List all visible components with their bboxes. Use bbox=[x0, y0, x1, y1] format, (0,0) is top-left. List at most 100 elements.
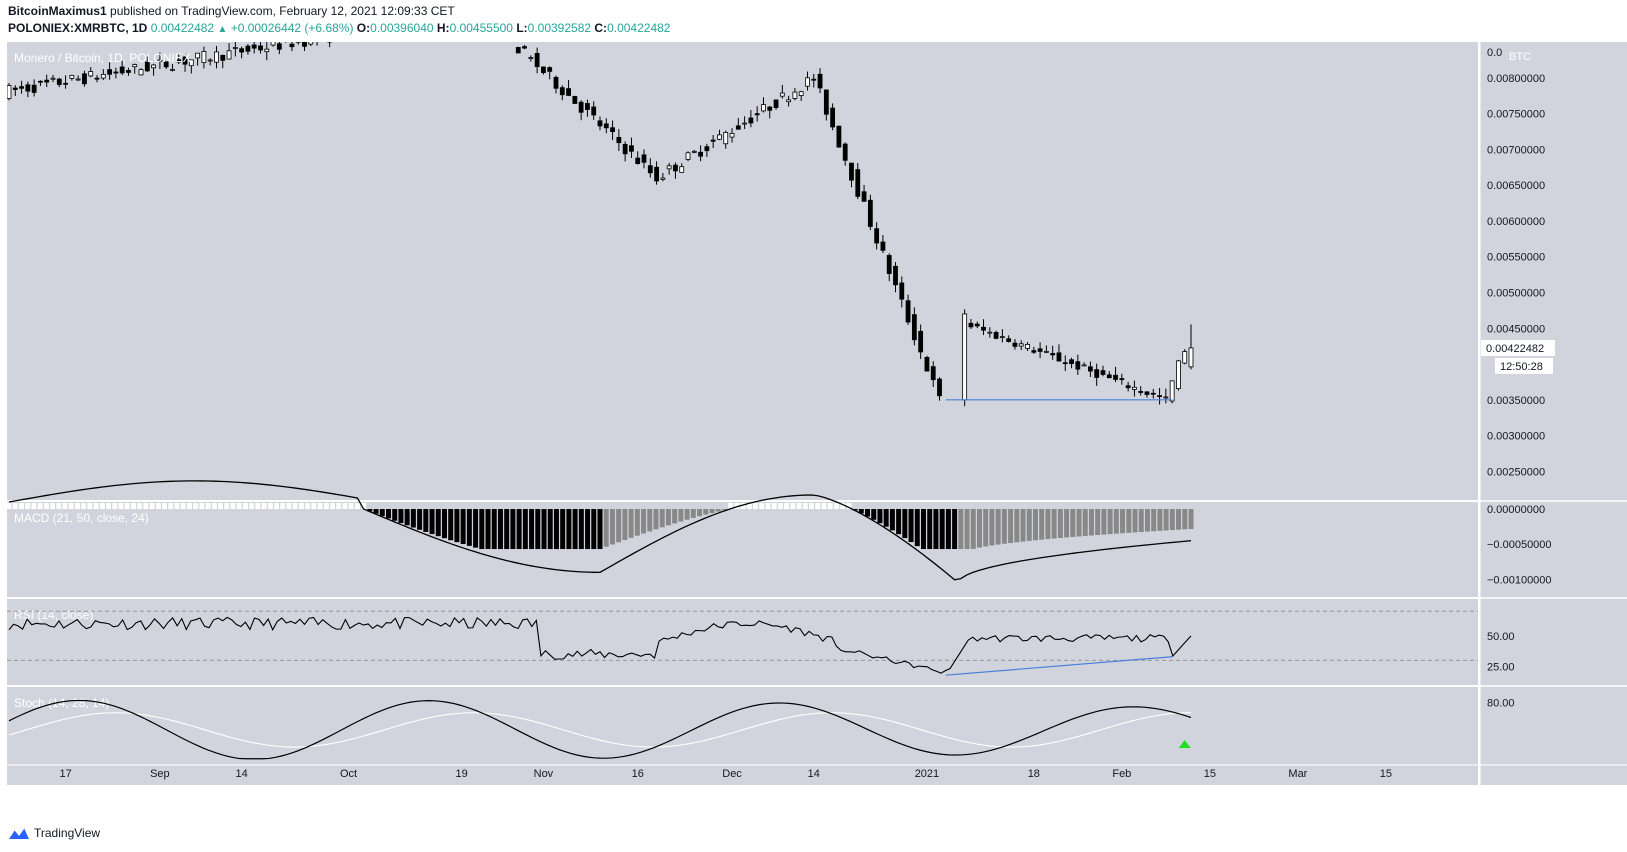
macd-histogram-bar bbox=[833, 503, 839, 510]
candle-down bbox=[861, 191, 867, 202]
candle-up bbox=[666, 165, 672, 170]
time-axis-label: 14 bbox=[236, 768, 248, 780]
candle-down bbox=[220, 54, 226, 61]
macd-histogram-bar bbox=[435, 509, 441, 537]
macd-histogram-bar bbox=[417, 509, 423, 530]
macd-histogram-bar bbox=[448, 509, 454, 541]
tradingview-brand[interactable]: TradingView bbox=[8, 826, 100, 840]
macd-histogram-bar bbox=[945, 509, 951, 550]
candle-down bbox=[553, 76, 559, 89]
author-name[interactable]: BitcoinMaximus1 bbox=[8, 4, 107, 18]
macd-histogram-bar bbox=[1157, 509, 1163, 531]
publish-info: BitcoinMaximus1 published on TradingView… bbox=[8, 4, 455, 18]
candle-down bbox=[905, 300, 911, 323]
macd-histogram-bar bbox=[858, 509, 864, 514]
candle-down bbox=[647, 165, 653, 174]
time-axis-label: 15 bbox=[1204, 768, 1216, 780]
price-axis-label: 0.00250000 bbox=[1487, 466, 1545, 478]
macd-histogram-bar bbox=[1057, 509, 1063, 538]
macd-histogram-bar bbox=[18, 503, 24, 510]
candle-up bbox=[717, 134, 722, 140]
rsi-pane-title: RSI (14, close) bbox=[14, 608, 93, 622]
macd-histogram-bar bbox=[1064, 509, 1070, 538]
macd-histogram-bar bbox=[572, 509, 578, 550]
candle-down bbox=[176, 59, 182, 63]
macd-histogram-bar bbox=[441, 509, 447, 539]
macd-histogram-bar bbox=[777, 503, 783, 510]
candle-up bbox=[308, 42, 314, 45]
candle-up bbox=[987, 331, 993, 334]
macd-histogram-bar bbox=[1132, 509, 1138, 533]
macd-histogram-bar bbox=[647, 509, 653, 532]
last-price-label: 0.00422482 bbox=[1486, 343, 1544, 355]
rsi-axis-label: 25.00 bbox=[1487, 662, 1515, 674]
price-axis-label: 0.00750000 bbox=[1487, 109, 1545, 121]
macd-histogram-bar bbox=[597, 509, 603, 550]
last-price: 0.00422482 bbox=[150, 21, 215, 35]
macd-histogram-bar bbox=[771, 503, 777, 510]
macd-histogram-bar bbox=[1138, 509, 1144, 533]
macd-histogram-bar bbox=[274, 503, 280, 510]
macd-histogram-bar bbox=[124, 503, 130, 510]
macd-histogram-bar bbox=[852, 509, 858, 511]
macd-histogram-bar bbox=[249, 503, 255, 510]
low-value: 0.00392582 bbox=[527, 21, 592, 35]
candle-down bbox=[616, 136, 622, 144]
candle-down bbox=[874, 228, 880, 244]
candle-down bbox=[849, 162, 854, 181]
candle-down bbox=[641, 154, 647, 163]
macd-histogram-bar bbox=[62, 503, 68, 510]
price-axis-label: 0.00600000 bbox=[1487, 216, 1545, 228]
candle-down bbox=[119, 66, 125, 74]
macd-histogram-bar bbox=[398, 509, 404, 524]
macd-histogram-bar bbox=[460, 509, 466, 545]
macd-histogram-bar bbox=[603, 509, 609, 547]
candle-up bbox=[805, 77, 810, 87]
macd-histogram-bar bbox=[168, 503, 174, 510]
macd-histogram-bar bbox=[840, 503, 846, 510]
candle-up bbox=[1188, 347, 1194, 368]
high-value: 0.00455500 bbox=[449, 21, 513, 35]
macd-histogram-bar bbox=[877, 509, 883, 524]
candle-up bbox=[69, 74, 75, 79]
candle-down bbox=[629, 145, 634, 152]
macd-histogram-bar bbox=[728, 503, 734, 510]
candle-down bbox=[974, 323, 980, 327]
macd-histogram-bar bbox=[1101, 509, 1107, 535]
macd-histogram-bar bbox=[497, 509, 503, 550]
candle-down bbox=[748, 117, 754, 124]
candle-down bbox=[1031, 350, 1037, 353]
candle-up bbox=[1163, 396, 1169, 399]
macd-histogram-bar bbox=[118, 503, 124, 510]
macd-histogram-bar bbox=[678, 509, 684, 522]
candle-up bbox=[207, 59, 213, 62]
candle-down bbox=[144, 61, 150, 72]
candle-down bbox=[635, 157, 641, 165]
candle-up bbox=[1025, 344, 1030, 349]
candle-up bbox=[321, 32, 325, 34]
macd-histogram-bar bbox=[535, 509, 541, 550]
macd-histogram-bar bbox=[255, 503, 261, 510]
macd-histogram-bar bbox=[87, 503, 93, 510]
macd-histogram-bar bbox=[230, 503, 236, 510]
macd-histogram-bar bbox=[553, 509, 559, 550]
time-axis-label: 18 bbox=[1028, 768, 1040, 780]
candle-down bbox=[1125, 385, 1131, 389]
macd-histogram-bar bbox=[12, 503, 18, 510]
candle-down bbox=[1094, 369, 1100, 378]
macd-histogram-bar bbox=[404, 509, 410, 526]
price-axis-label: 0.00700000 bbox=[1487, 144, 1545, 156]
macd-histogram-bar bbox=[323, 503, 329, 510]
candle-up bbox=[723, 132, 729, 145]
macd-histogram-bar bbox=[1144, 509, 1150, 532]
candle-up bbox=[50, 77, 56, 80]
macd-histogram-bar bbox=[1014, 509, 1020, 543]
macd-histogram-bar bbox=[1182, 509, 1188, 530]
change-up-icon: ▲ bbox=[217, 24, 228, 35]
candle-up bbox=[786, 99, 792, 103]
macd-histogram-bar bbox=[31, 503, 37, 510]
macd-histogram-bar bbox=[641, 509, 647, 534]
macd-histogram-bar bbox=[609, 509, 615, 545]
macd-histogram-bar bbox=[510, 509, 516, 550]
